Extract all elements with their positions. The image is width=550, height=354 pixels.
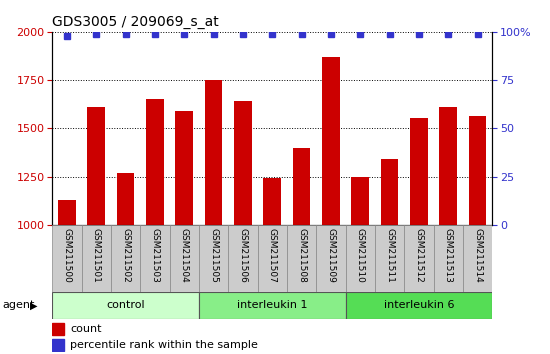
Bar [287, 225, 316, 292]
Text: GSM211501: GSM211501 [92, 228, 101, 283]
Bar [351, 177, 369, 225]
Bar [345, 225, 375, 292]
Bar [469, 116, 486, 225]
Bar [169, 225, 199, 292]
Bar [87, 107, 105, 225]
Text: interleukin 1: interleukin 1 [237, 300, 307, 310]
Text: GSM211503: GSM211503 [150, 228, 159, 283]
Text: GSM211513: GSM211513 [444, 228, 453, 283]
Text: GSM211510: GSM211510 [356, 228, 365, 283]
Bar [205, 80, 222, 225]
Text: GSM211509: GSM211509 [326, 228, 336, 283]
Bar [146, 99, 164, 225]
Bar [293, 148, 310, 225]
Bar [404, 225, 433, 292]
Bar [228, 225, 257, 292]
Bar [199, 225, 228, 292]
Text: GSM211502: GSM211502 [121, 228, 130, 283]
Bar [345, 292, 492, 319]
Text: GSM211506: GSM211506 [238, 228, 248, 283]
Bar [175, 111, 193, 225]
Text: count: count [70, 324, 102, 334]
Bar [58, 200, 76, 225]
Bar [263, 177, 281, 225]
Bar [433, 225, 463, 292]
Text: GSM211507: GSM211507 [268, 228, 277, 283]
Text: GSM211511: GSM211511 [385, 228, 394, 283]
Bar [322, 57, 340, 225]
Bar [316, 225, 345, 292]
Bar [111, 225, 140, 292]
Bar [257, 225, 287, 292]
Bar [81, 225, 111, 292]
Bar [140, 225, 169, 292]
Text: ▶: ▶ [30, 300, 38, 310]
Text: GSM211504: GSM211504 [180, 228, 189, 283]
Text: control: control [106, 300, 145, 310]
Text: GDS3005 / 209069_s_at: GDS3005 / 209069_s_at [52, 16, 219, 29]
Bar [375, 225, 404, 292]
Text: interleukin 6: interleukin 6 [384, 300, 454, 310]
Text: GSM211500: GSM211500 [62, 228, 72, 283]
Bar [52, 292, 199, 319]
Text: GSM211512: GSM211512 [414, 228, 424, 283]
Bar [410, 118, 428, 225]
Bar [439, 107, 457, 225]
Bar [52, 323, 64, 335]
Bar [117, 173, 134, 225]
Text: GSM211505: GSM211505 [209, 228, 218, 283]
Text: agent: agent [3, 300, 35, 310]
Text: percentile rank within the sample: percentile rank within the sample [70, 340, 258, 350]
Bar [52, 225, 81, 292]
Text: GSM211514: GSM211514 [473, 228, 482, 283]
Bar [381, 159, 398, 225]
Bar [52, 339, 64, 351]
Bar [234, 101, 252, 225]
Text: GSM211508: GSM211508 [297, 228, 306, 283]
Bar [463, 225, 492, 292]
Bar [199, 292, 345, 319]
